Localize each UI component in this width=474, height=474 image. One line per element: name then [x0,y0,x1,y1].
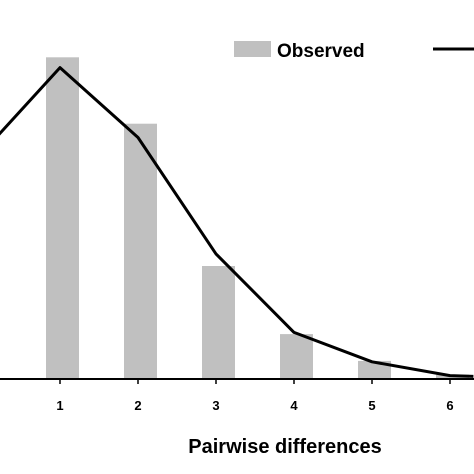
bar-group [46,57,469,380]
observed-bar-3 [202,266,235,379]
expected-series-line [0,66,474,378]
x-tick-label-2: 2 [134,398,141,413]
x-tick-label-3: 3 [212,398,219,413]
observed-bar-4 [280,334,313,379]
legend-observed-swatch [234,41,271,57]
x-tick-label-4: 4 [290,398,298,413]
legend: Observed [234,41,474,62]
observed-bar-1 [46,57,79,380]
x-tick-group: 1 2 3 4 5 6 [56,379,454,413]
x-tick-label-6: 6 [446,398,453,413]
x-axis-title: Pairwise differences [188,436,381,458]
x-tick-label-5: 5 [368,398,375,413]
observed-bar-2 [124,123,157,379]
observed-bar-5 [358,360,391,379]
x-tick-label-1: 1 [56,398,63,413]
legend-observed-label: Observed [277,41,365,62]
